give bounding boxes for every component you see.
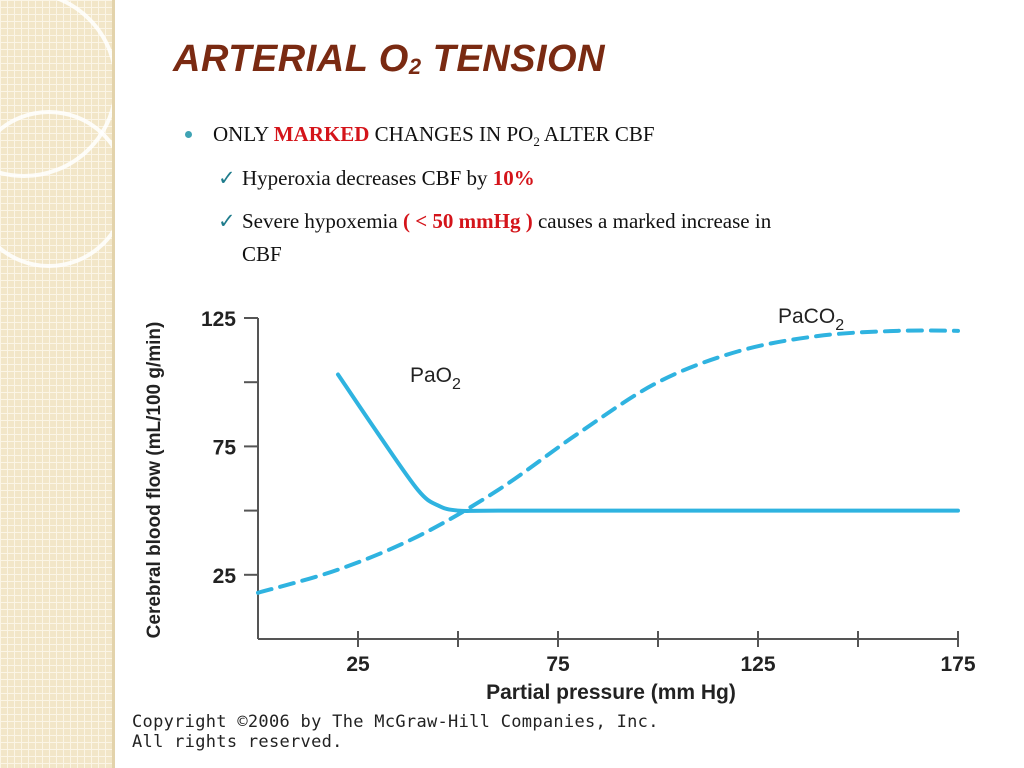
decorative-ring: [0, 110, 112, 268]
series-line-pao: [336, 372, 960, 513]
y-tick-label: 75: [213, 436, 237, 459]
checkmark-icon: ✓: [218, 209, 236, 233]
x-tick-label: 25: [346, 653, 370, 676]
cbf-chart: 25 75 125 25 75 125 175 PaO2 PaCO2 Partial pres…: [144, 305, 976, 704]
x-tick-label: 75: [546, 653, 570, 676]
checkmark-icon: ✓: [218, 166, 236, 190]
series-line-paco: [256, 328, 960, 595]
series-label-pao: PaO2: [410, 364, 461, 393]
decorative-side-panel: [0, 0, 112, 768]
y-tick-label: 25: [213, 565, 237, 588]
x-tick-label: 125: [740, 653, 775, 676]
side-panel-edge: [112, 0, 115, 768]
check-item-hypoxemia-wrap: CBF: [242, 242, 282, 266]
x-tick-label: 175: [940, 653, 975, 676]
bullet-text: ONLY MARKED CHANGES IN PO2 ALTER CBF: [213, 122, 655, 150]
y-tick-label: 125: [201, 308, 236, 331]
copyright-notice: Copyright ©2006 by The McGraw-Hill Compa…: [132, 712, 659, 752]
slide-title: ARTERIAL O2 TENSION: [173, 38, 606, 80]
chart-series: PaO2 PaCO2: [256, 305, 960, 595]
chart-ticks: 25 75 125 25 75 125 175: [201, 308, 976, 676]
series-label-paco: PaCO2: [778, 305, 844, 334]
y-axis-label: Cerebral blood flow (mL/100 g/min): [144, 322, 165, 639]
chart-axes: [257, 318, 958, 640]
x-axis-label: Partial pressure (mm Hg): [486, 681, 736, 704]
bullet-dot-icon: [185, 131, 192, 138]
